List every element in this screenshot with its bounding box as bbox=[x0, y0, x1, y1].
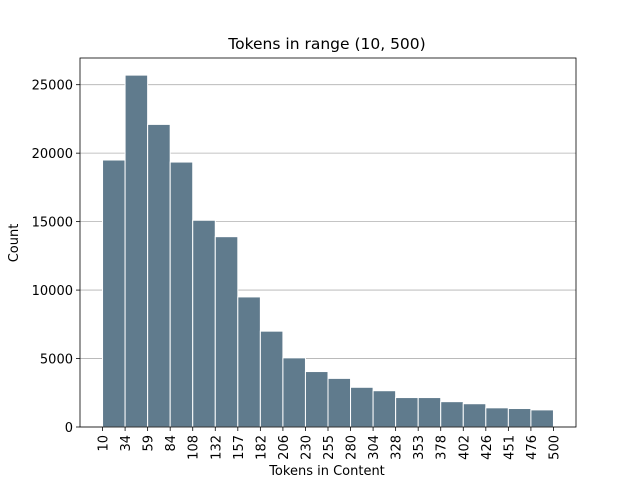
x-tick-label: 230 bbox=[299, 435, 314, 460]
x-tick-label: 353 bbox=[412, 435, 427, 460]
bar bbox=[304, 371, 329, 428]
chart-title: Tokens in range (10, 500) bbox=[227, 35, 425, 53]
bar bbox=[440, 401, 464, 428]
bar bbox=[417, 397, 442, 428]
bar bbox=[350, 386, 374, 428]
bar bbox=[147, 123, 171, 428]
bar bbox=[192, 219, 216, 428]
x-axis-label: Tokens in Content bbox=[268, 464, 385, 479]
x-tick-label: 378 bbox=[435, 435, 450, 460]
x-tick-label: 304 bbox=[367, 435, 382, 460]
y-tick-label: 20000 bbox=[32, 147, 73, 162]
x-tick-label: 451 bbox=[502, 435, 517, 460]
bar bbox=[282, 357, 306, 428]
x-tick-label: 108 bbox=[187, 435, 202, 460]
y-tick-label: 10000 bbox=[32, 284, 73, 299]
x-tick-label: 280 bbox=[345, 435, 360, 460]
bar bbox=[169, 161, 194, 428]
bar bbox=[102, 159, 126, 428]
x-tick-label: 84 bbox=[164, 435, 179, 452]
bar bbox=[395, 397, 419, 428]
bar bbox=[237, 296, 261, 428]
x-tick-label: 328 bbox=[390, 435, 405, 460]
bar bbox=[485, 407, 509, 428]
plot-frame bbox=[79, 57, 577, 428]
x-tick-label: 476 bbox=[525, 435, 540, 460]
bar bbox=[124, 74, 149, 428]
y-tick-label: 15000 bbox=[32, 216, 73, 231]
x-tick-label: 255 bbox=[322, 435, 337, 460]
x-tick-label: 157 bbox=[232, 435, 247, 460]
x-tick-label: 402 bbox=[457, 435, 472, 460]
y-tick-label: 25000 bbox=[32, 79, 73, 94]
bar bbox=[462, 403, 487, 428]
bar bbox=[372, 390, 397, 428]
x-tick-label: 34 bbox=[119, 435, 134, 452]
x-tick-label: 500 bbox=[547, 435, 562, 460]
x-tick-label: 206 bbox=[277, 435, 292, 460]
y-axis-label: Count bbox=[7, 224, 22, 263]
bar bbox=[259, 330, 284, 428]
bar bbox=[530, 409, 554, 428]
bar bbox=[507, 408, 532, 428]
bar bbox=[214, 236, 239, 428]
x-tick-label: 132 bbox=[209, 435, 224, 460]
x-tick-label: 59 bbox=[142, 435, 157, 452]
x-tick-label: 10 bbox=[97, 435, 112, 452]
y-tick-label: 0 bbox=[65, 421, 73, 436]
x-tick-label: 182 bbox=[254, 435, 269, 460]
x-tick-label: 426 bbox=[480, 435, 495, 460]
y-tick-label: 5000 bbox=[40, 353, 73, 368]
bar bbox=[327, 377, 352, 428]
